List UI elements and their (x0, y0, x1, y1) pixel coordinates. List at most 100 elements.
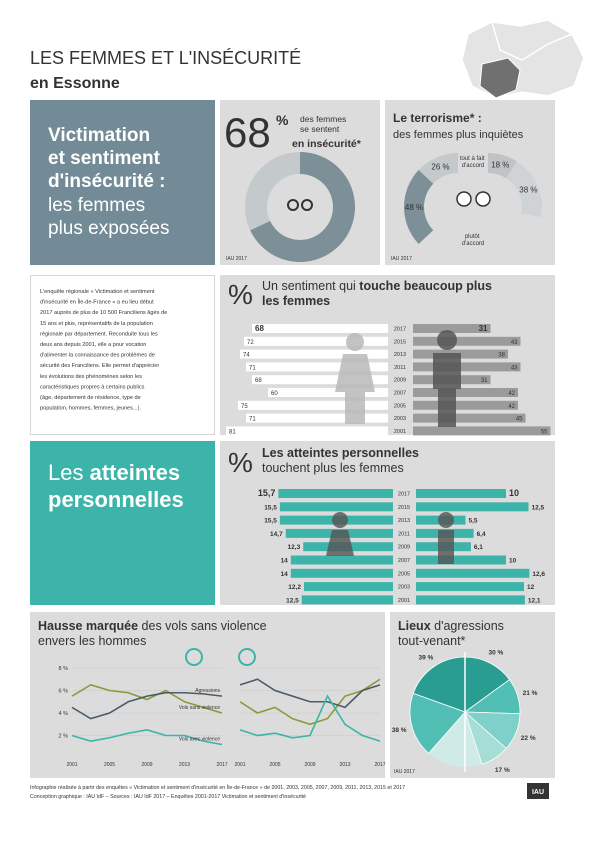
title-part: d'agressions (434, 619, 504, 633)
title-part: touche beaucoup plus (359, 279, 492, 293)
value-label: 14,7 (270, 531, 283, 538)
year-label: 2017 (394, 327, 406, 333)
section-heading: d'insécurité : (48, 171, 166, 192)
value-label: 71 (249, 417, 256, 423)
section-heading: Victimation (48, 125, 150, 146)
caption: se sentent (300, 124, 340, 134)
line-series (71, 691, 223, 720)
paragraph-line: d'insécurité en Île-de-France » a eu lie… (40, 299, 154, 306)
value-label: 48 % (405, 203, 423, 212)
silhouettes (335, 330, 461, 427)
value-label: 15,7 (258, 488, 276, 498)
year-label: 2009 (398, 545, 410, 551)
year-label: 2011 (394, 365, 406, 371)
bar-men (413, 324, 491, 333)
bar-women (244, 336, 388, 346)
bar-men (416, 582, 524, 592)
year-label: 2003 (398, 585, 410, 591)
donut-icon (301, 199, 313, 211)
x-tick-label: 2017 (374, 762, 385, 768)
line-series (71, 729, 223, 746)
value-label: 81 (229, 429, 236, 435)
paragraph-line: deux ans depuis 2001, elle a pour vocati… (40, 342, 146, 348)
value-label: 15,5 (264, 518, 277, 525)
value-label: 43 (511, 340, 518, 346)
value-label: 72 (247, 340, 254, 346)
value-label: 38 % (519, 186, 537, 195)
gender-icons (185, 648, 256, 666)
bar-men (416, 502, 529, 512)
bar-men (416, 489, 506, 498)
x-tick-label: 2013 (179, 762, 190, 768)
subtitle: en Essonne (30, 75, 120, 92)
source: IAU 2017 (391, 256, 412, 262)
man-silhouette (433, 353, 461, 427)
paragraph-line: d'alimenter la connaissance des problème… (40, 353, 155, 359)
chart-title: les femmes (262, 294, 330, 308)
logo-text: IAU (532, 789, 544, 796)
x-tick-label: 2001 (66, 762, 77, 768)
woman-icon (332, 512, 348, 528)
panel (220, 100, 380, 265)
bar-women (278, 489, 393, 498)
year-label: 2009 (394, 378, 406, 384)
bar-women (238, 400, 388, 410)
paragraph-line: les évolutions des phénomènes selon les (40, 374, 142, 380)
chart-title: Hausse marquée des vols sans violence (38, 619, 267, 633)
paragraph-line: 2017 auprès de plus de 10 500 Francilien… (40, 310, 167, 316)
value-label: 71 (249, 365, 256, 371)
year-label: 2017 (398, 492, 410, 498)
bar-men (413, 400, 518, 410)
bar-men (413, 362, 521, 372)
category-label: plutôt d'accord (462, 234, 485, 247)
value-label: 31 (479, 324, 488, 333)
title-part: des vols sans violence (142, 619, 267, 633)
bar-women (303, 582, 393, 592)
value-label: 22 % (521, 735, 536, 742)
value-label: 14 (281, 558, 289, 565)
bar-women (290, 568, 393, 578)
category-label: tout à fait d'accord (460, 156, 486, 169)
chart-title: envers les hommes (38, 634, 146, 648)
bar-women (252, 375, 388, 385)
series-label: Vols avec violence (179, 737, 220, 743)
value-label: 42 (508, 404, 515, 410)
chart-title: Un sentiment qui touche beaucoup plus (262, 279, 492, 293)
value-label: 68 (255, 324, 264, 333)
text-panel (30, 275, 215, 435)
silhouettes (326, 512, 454, 564)
value-label: 43 (511, 365, 518, 371)
value-label: 5,5 (469, 518, 478, 525)
chart-title: Le terrorisme* : (393, 111, 482, 125)
half-donut-segment (488, 153, 517, 179)
paragraph-line: (âge, département de résidence, type de (40, 395, 141, 401)
value-label: 60 (271, 391, 278, 397)
year-label: 2015 (398, 505, 410, 511)
donut-icon (287, 199, 299, 211)
man-icon (475, 191, 491, 207)
paragraph-line: caractéristiques propres à certains publ… (40, 384, 145, 390)
region-map (461, 19, 585, 99)
x-tick-label: 2009 (304, 762, 315, 768)
section-panel (30, 100, 215, 265)
line-series (71, 684, 223, 714)
year-label: 2001 (394, 429, 406, 435)
section-heading: et sentiment (48, 148, 161, 169)
source: IAU 2017 (394, 769, 415, 775)
value-label: 12,2 (288, 584, 301, 591)
title-part: Lieux (398, 619, 431, 633)
bar-men (416, 595, 525, 605)
percent-icon: % (228, 279, 253, 310)
footer-note: Infographie réalisée à partir des enquêt… (30, 784, 405, 791)
source: IAU 2017 (226, 256, 247, 262)
section-heading: Les atteintes (48, 460, 180, 485)
bar-women (301, 595, 393, 605)
chart-title: tout-venant* (398, 634, 466, 648)
chart-title: Les atteintes personnelles (262, 446, 419, 460)
x-tick-label: 2017 (216, 762, 227, 768)
year-label: 2013 (398, 518, 410, 524)
x-tick-label: 2001 (234, 762, 245, 768)
man-icon (438, 530, 454, 564)
year-label: 2003 (394, 416, 406, 422)
value-label: 75 (241, 404, 248, 410)
